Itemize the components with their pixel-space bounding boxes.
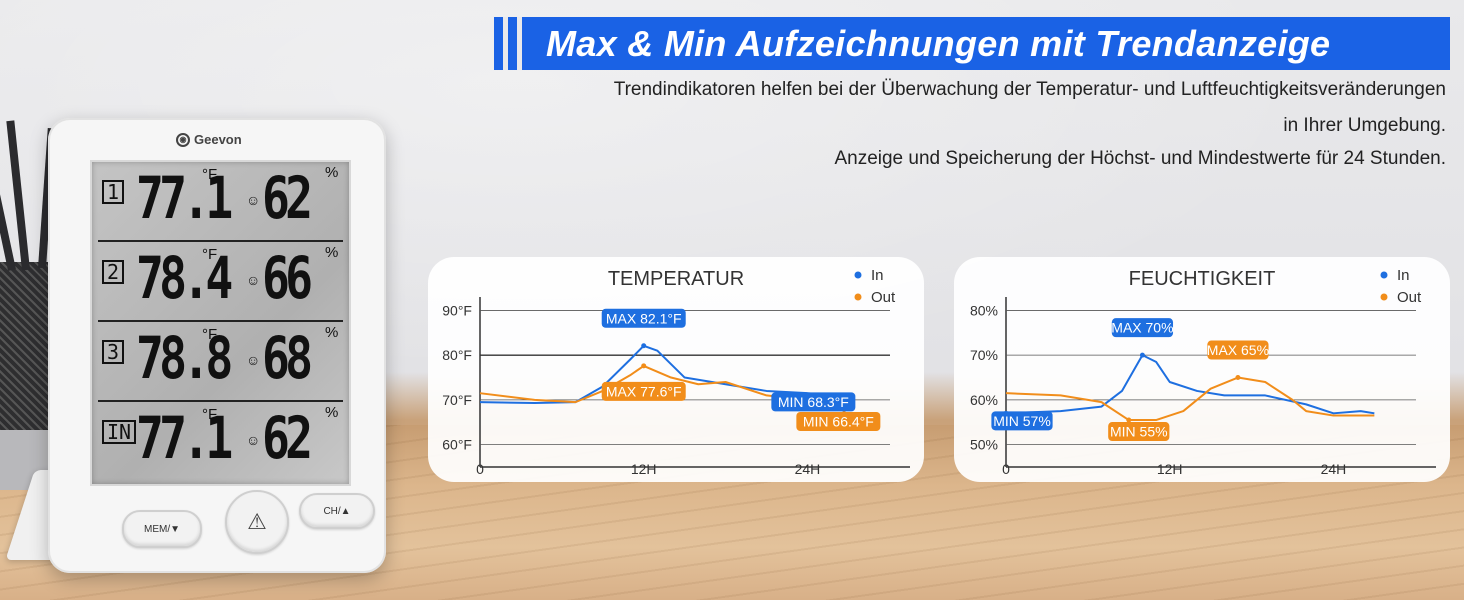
x-tick-label: 24H xyxy=(1321,461,1347,477)
lcd-divider xyxy=(98,240,343,242)
brand-name: Geevon xyxy=(194,132,242,147)
channel-indicator: 3 xyxy=(102,340,125,364)
comfort-smiley-icon: ☺ xyxy=(246,272,261,288)
annotation-label: MIN 57% xyxy=(993,413,1051,429)
channel-indicator: IN xyxy=(102,420,137,444)
comfort-smiley-icon: ☺ xyxy=(246,432,261,448)
temperature-unit: °F xyxy=(202,326,218,343)
banner-accent xyxy=(508,17,517,70)
lcd-divider xyxy=(98,400,343,402)
chart-title: FEUCHTIGKEIT xyxy=(1129,268,1276,290)
banner-accent xyxy=(494,17,503,70)
subtitle-line-2: in Ihrer Umgebung. xyxy=(1283,115,1446,136)
humidity-reading: 62 xyxy=(262,404,313,472)
page-title: Max & Min Aufzeichnungen mit Trendanzeig… xyxy=(546,23,1331,64)
annotation-box xyxy=(1207,340,1269,360)
annotation-box xyxy=(796,412,881,431)
annotation-box xyxy=(1111,318,1174,338)
extreme-point xyxy=(1126,417,1132,423)
extreme-point xyxy=(641,363,647,369)
title-banner xyxy=(522,17,1450,70)
temperature-unit: °F xyxy=(202,406,218,423)
legend-marker-out xyxy=(1380,293,1388,301)
annotation-label: MIN 68.3°F xyxy=(778,394,849,410)
annotation-label: MAX 77.6°F xyxy=(606,383,682,399)
location-pin-icon: ◉ xyxy=(176,132,190,147)
annotation-box xyxy=(601,381,686,401)
series-line-out xyxy=(1005,376,1375,422)
x-tick-label: 12H xyxy=(631,461,657,477)
humidity-unit: % xyxy=(325,404,339,421)
y-tick-label: 50% xyxy=(970,437,998,453)
annotation-label: MAX 70% xyxy=(1111,320,1173,336)
y-tick-label: 80°F xyxy=(442,347,472,363)
humidity-reading: 62 xyxy=(262,164,313,232)
comfort-smiley-icon: ☺ xyxy=(246,352,261,368)
thermometer-device: ◉ Geevon 1 77.1 °F ☺ 62% 2 78.4 °F ☺ 66% 3 78.8 °F ☺ 6… xyxy=(48,118,386,573)
mem-button-label: MEM/▼ xyxy=(143,523,180,535)
annotation-box xyxy=(991,411,1053,431)
temperature-unit: °F xyxy=(202,166,218,183)
chart-title: TEMPERATUR xyxy=(608,268,744,290)
alert-button[interactable]: ⚠ xyxy=(225,490,289,554)
lcd-divider xyxy=(98,320,343,322)
temperature-reading: 77.1 xyxy=(136,404,233,472)
lcd-row: IN 77.1 °F ☺ 62% xyxy=(92,402,349,480)
lcd-row: 2 78.4 °F ☺ 66% xyxy=(92,242,349,320)
y-tick-label: 70% xyxy=(970,347,998,363)
annotation-box xyxy=(601,308,686,328)
x-tick-label: 0 xyxy=(476,461,484,477)
y-tick-label: 80% xyxy=(970,302,998,318)
annotation-label: MIN 66.4°F xyxy=(803,414,874,430)
y-tick-label: 90°F xyxy=(442,302,472,318)
channel-indicator: 1 xyxy=(102,180,125,204)
humidity-chart-card: FEUCHTIGKEIT In Out 50% 60% 70% 80% 0 12H 24H MAX … xyxy=(954,257,1450,482)
legend-marker-out xyxy=(854,293,862,301)
x-tick-label: 24H xyxy=(795,461,821,477)
channel-indicator: 2 xyxy=(102,260,125,284)
subtitle-line-1: Trendindikatoren helfen bei der Überwach… xyxy=(613,79,1446,100)
x-tick-label: 12H xyxy=(1157,461,1183,477)
temperature-chart-card: TEMPERATUR In Out 60°F 70°F 80°F 90°F 0 12H 24H MA… xyxy=(428,257,924,482)
annotation-box xyxy=(771,392,856,412)
annotation-label: MIN 55% xyxy=(1110,424,1168,440)
comfort-smiley-icon: ☺ xyxy=(246,192,261,208)
subtitle-line-3: Anzeige und Speicherung der Höchst- und … xyxy=(834,148,1446,169)
legend-label-out: Out xyxy=(871,289,896,306)
temperature-reading: 77.1 xyxy=(136,164,233,232)
extreme-point xyxy=(1139,352,1145,358)
legend-marker-in xyxy=(854,271,862,279)
annotation-label: MAX 65% xyxy=(1207,342,1269,358)
brand-logo: ◉ Geevon xyxy=(176,132,242,147)
humidity-chart: FEUCHTIGKEIT In Out 50% 60% 70% 80% 0 12H 24H MAX … xyxy=(970,267,1436,477)
legend-label-in: In xyxy=(871,267,884,284)
extreme-point xyxy=(641,343,647,349)
legend-marker-in xyxy=(1380,271,1388,279)
annotation-box xyxy=(1108,422,1170,442)
lcd-display: 1 77.1 °F ☺ 62% 2 78.4 °F ☺ 66% 3 78.8 °F ☺ 68% IN 77.1 °… xyxy=(90,160,351,486)
warning-triangle-icon: ⚠ xyxy=(247,509,267,534)
x-tick-label: 0 xyxy=(1002,461,1010,477)
annotation-label: MAX 82.1°F xyxy=(606,310,682,326)
humidity-unit: % xyxy=(325,244,339,261)
y-tick-label: 70°F xyxy=(442,392,472,408)
humidity-unit: % xyxy=(325,164,339,181)
temperature-reading: 78.4 xyxy=(136,244,233,312)
humidity-unit: % xyxy=(325,324,339,341)
extreme-point xyxy=(1235,375,1241,381)
humidity-reading: 68 xyxy=(262,324,313,392)
temperature-chart: TEMPERATUR In Out 60°F 70°F 80°F 90°F 0 12H 24H MA… xyxy=(442,267,910,477)
legend-label-out: Out xyxy=(1397,289,1422,306)
legend-label-in: In xyxy=(1397,267,1410,284)
y-tick-label: 60°F xyxy=(442,437,472,453)
humidity-reading: 66 xyxy=(262,244,313,312)
lcd-row: 3 78.8 °F ☺ 68% xyxy=(92,322,349,400)
mem-button[interactable]: MEM/▼ xyxy=(122,510,202,548)
temperature-reading: 78.8 xyxy=(136,324,233,392)
lcd-row: 1 77.1 °F ☺ 62% xyxy=(92,162,349,240)
y-tick-label: 60% xyxy=(970,392,998,408)
ch-button-label: CH/▲ xyxy=(323,505,351,517)
ch-button[interactable]: CH/▲ xyxy=(299,493,375,529)
temperature-unit: °F xyxy=(202,246,218,263)
